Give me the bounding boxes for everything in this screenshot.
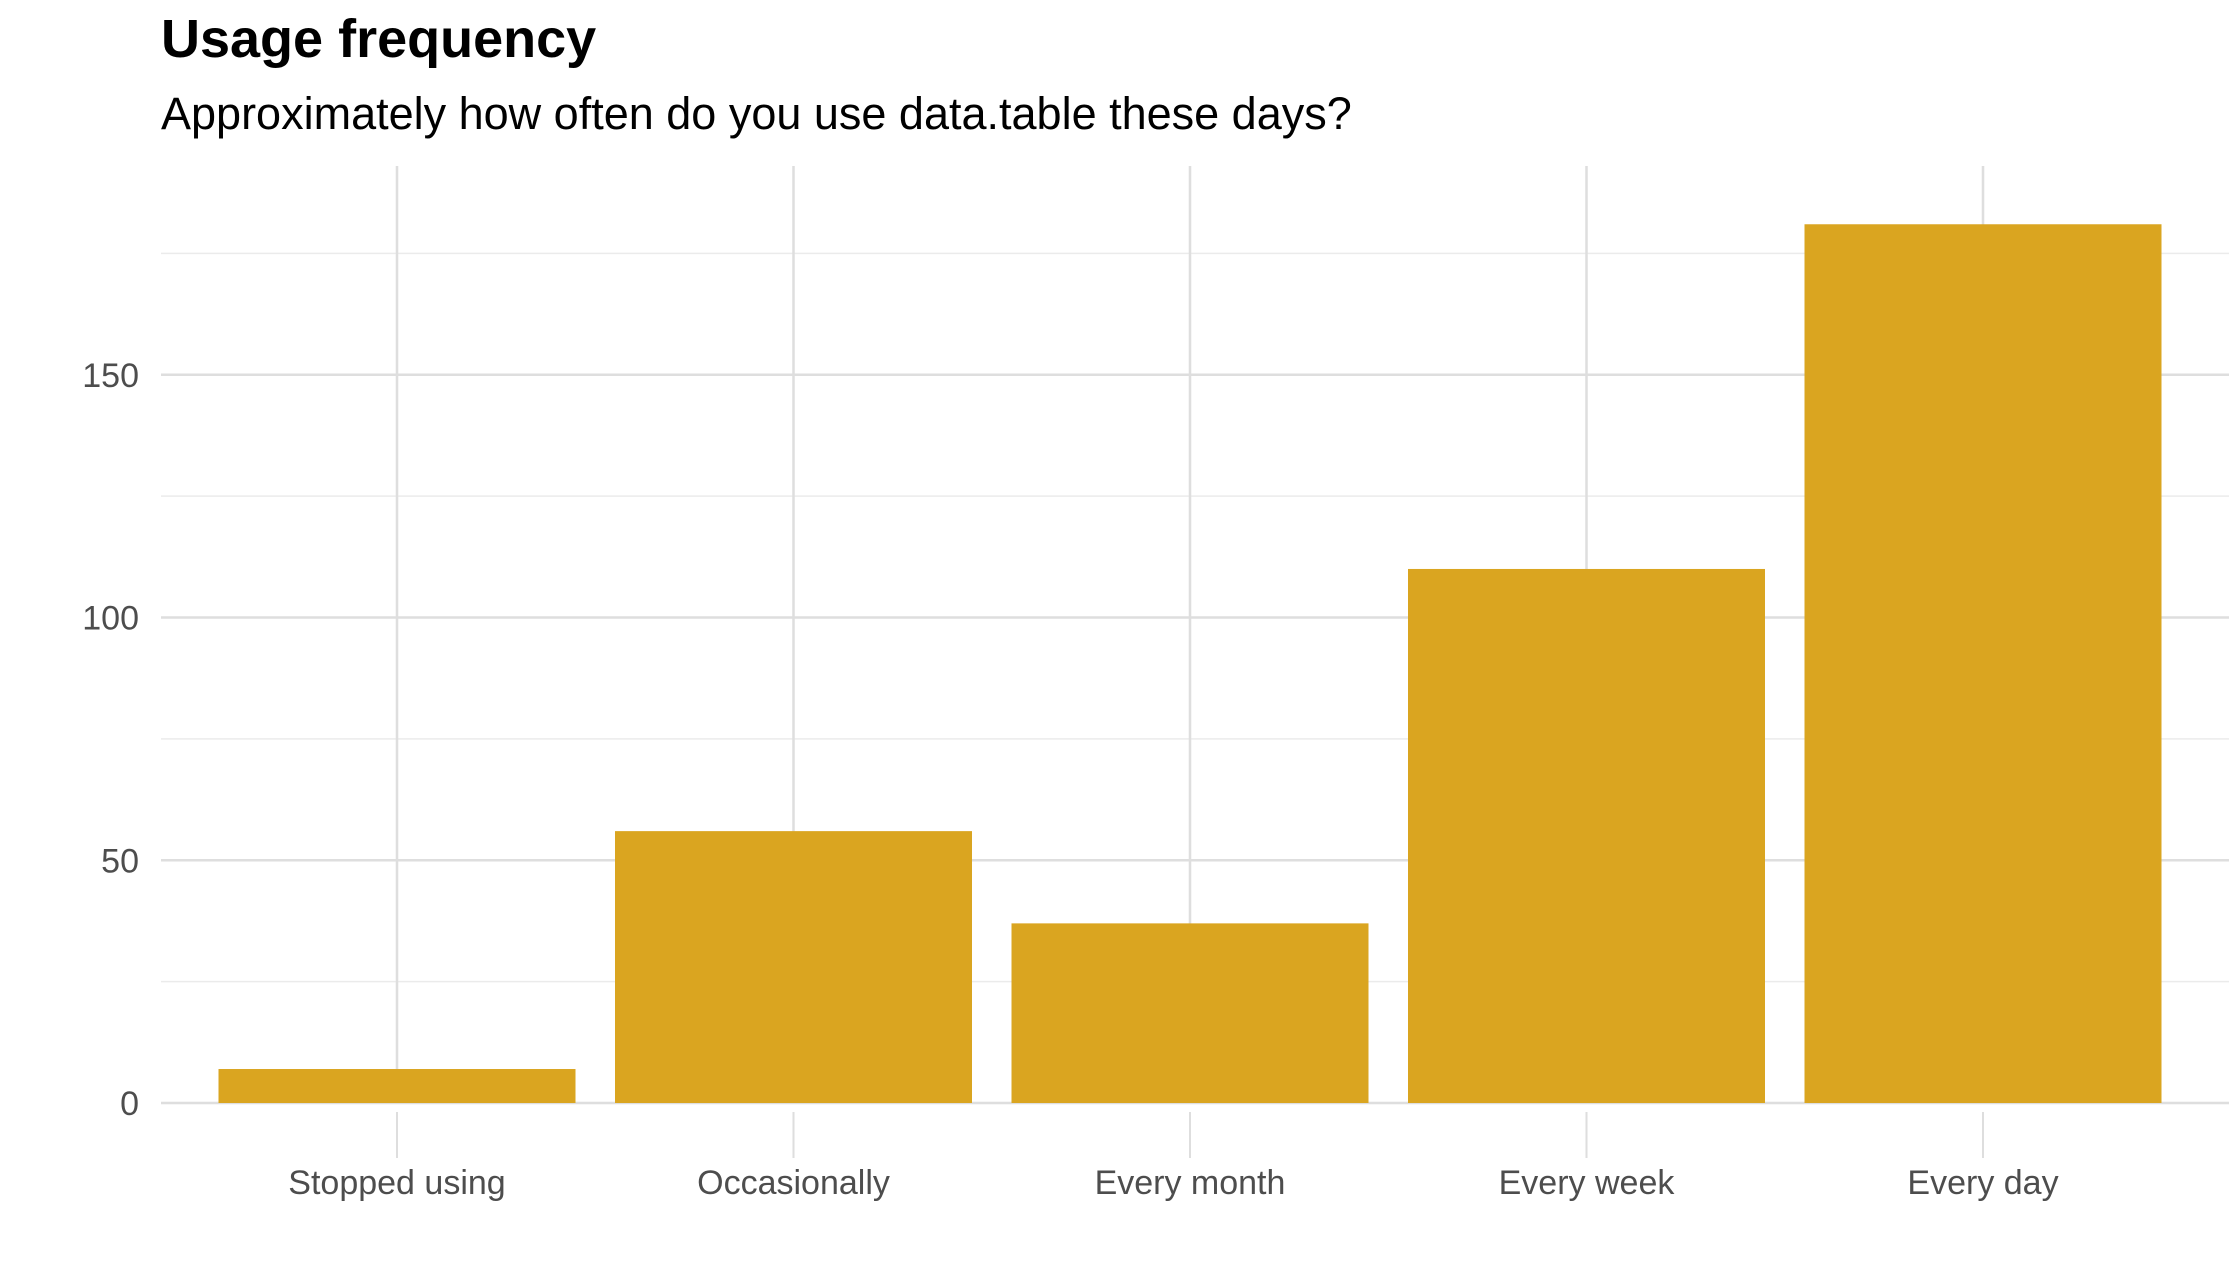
y-tick-label: 100 xyxy=(82,600,139,638)
bar xyxy=(218,1069,576,1103)
bar xyxy=(1408,568,1765,1103)
x-axis-ticks xyxy=(396,1112,1984,1158)
y-tick-label: 50 xyxy=(101,842,139,880)
x-tick-label: Occasionally xyxy=(697,1164,890,1202)
y-tick-label: 0 xyxy=(120,1085,139,1123)
chart-subtitle: Approximately how often do you use data.… xyxy=(161,88,1352,139)
bars xyxy=(218,224,2162,1104)
x-tick-label: Every day xyxy=(1907,1164,2058,1202)
x-tick-label: Every week xyxy=(1499,1164,1676,1202)
bar xyxy=(1804,224,2162,1104)
bar xyxy=(1011,923,1369,1103)
y-tick-label: 150 xyxy=(82,357,139,395)
y-axis-tick-labels: 0 50 100 150 xyxy=(82,357,139,1123)
x-tick-label: Every month xyxy=(1095,1164,1286,1202)
x-axis-tick-labels: Stopped using Occasionally Every month Ever… xyxy=(288,1164,2058,1202)
x-tick-label: Stopped using xyxy=(288,1164,505,1202)
chart-title: Usage frequency xyxy=(161,9,597,69)
bar xyxy=(615,831,972,1103)
